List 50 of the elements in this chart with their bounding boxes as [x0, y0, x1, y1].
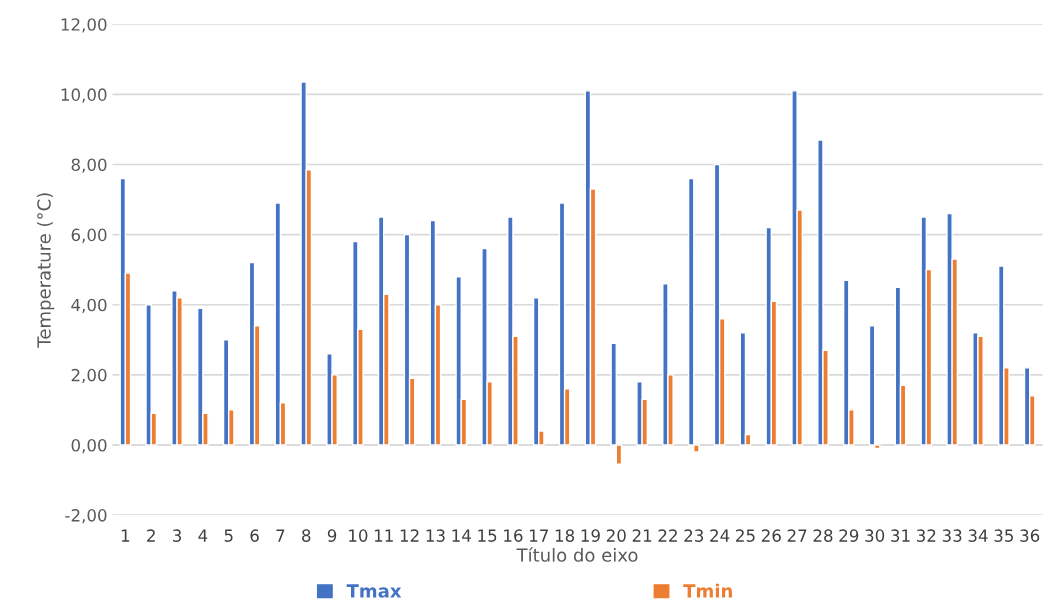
x-tick-label: 34 — [968, 529, 988, 542]
x-tick-label: 19 — [581, 529, 600, 542]
x-tick-label: 11 — [374, 529, 393, 542]
x-tick-label: 12 — [400, 529, 419, 542]
x-tick-label: 30 — [865, 529, 885, 542]
x-tick-label: 27 — [787, 529, 807, 542]
x-tick-label: 21 — [632, 529, 652, 542]
legend-label: Tmin — [683, 583, 732, 598]
x-tick-label: 33 — [942, 529, 962, 542]
bar — [739, 332, 747, 446]
x-tick-label: 36 — [1020, 529, 1040, 542]
x-tick-label: 14 — [452, 529, 471, 542]
x-tick-label: 17 — [530, 529, 548, 542]
x-tick-label: 8 — [302, 529, 311, 542]
x-tick-label: 31 — [891, 529, 910, 542]
x-tick-label: 15 — [478, 529, 497, 542]
x-tick-label: 18 — [555, 529, 575, 542]
x-tick-label: 22 — [658, 529, 677, 542]
x-tick-label: 24 — [710, 529, 730, 542]
x-tick-label: 9 — [327, 529, 337, 542]
y-tick-label: 12,00 — [61, 18, 107, 33]
bar — [920, 216, 928, 446]
y-tick-label: 4,00 — [71, 298, 107, 313]
x-tick-label: 6 — [250, 529, 259, 542]
y-tick-label: 8,00 — [71, 158, 107, 173]
y-tick-label: -2,00 — [65, 509, 107, 524]
x-tick-label: 3 — [173, 529, 182, 542]
x-tick-label: 16 — [504, 529, 523, 542]
x-tick-label: 29 — [839, 529, 859, 542]
y-tick-label: 2,00 — [71, 368, 107, 384]
x-tick-label: 7 — [276, 529, 285, 542]
x-tick-label: 23 — [684, 529, 704, 542]
x-tick-label: 2 — [147, 529, 155, 542]
x-tick-label: 13 — [426, 529, 445, 542]
x-tick-label: 25 — [736, 529, 755, 542]
y-tick-label: 6,00 — [71, 228, 107, 243]
x-tick-label: 5 — [224, 529, 233, 542]
y-axis-title: Temperature (°C) — [36, 193, 55, 348]
x-tick-label: 1 — [121, 529, 130, 542]
x-tick-label: 35 — [994, 529, 1013, 542]
y-tick-label: 0,00 — [71, 438, 107, 454]
x-tick-label: 26 — [761, 529, 781, 542]
x-tick-label: 20 — [606, 529, 626, 542]
x-tick-label: 10 — [349, 529, 368, 542]
x-tick-label: 4 — [198, 529, 208, 542]
y-tick-label: 10,00 — [61, 88, 107, 103]
x-axis-title: Título do eixo — [516, 547, 638, 562]
x-tick-label: 28 — [813, 529, 833, 542]
x-tick-label: 32 — [916, 529, 936, 542]
legend-label: Tmax — [346, 584, 402, 598]
